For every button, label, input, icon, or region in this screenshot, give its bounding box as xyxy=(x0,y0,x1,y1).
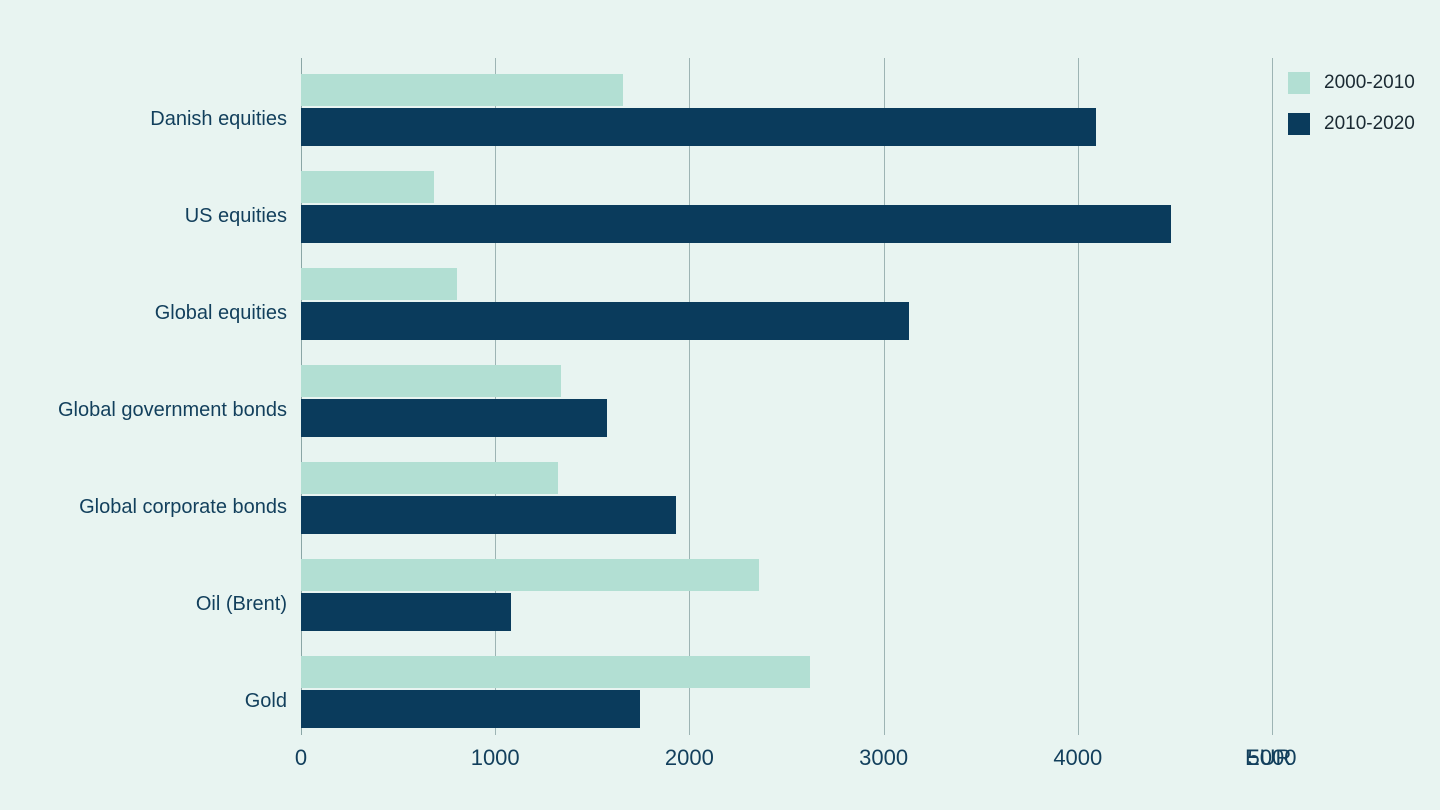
gridline-3000 xyxy=(883,58,885,735)
y-axis-tick-label: Global corporate bonds xyxy=(79,496,287,518)
bar xyxy=(301,593,511,631)
bar xyxy=(301,656,810,688)
legend-item[interactable]: 2010-2020 xyxy=(1288,103,1415,144)
bar xyxy=(301,462,559,494)
x-axis-tick-label: 2000 xyxy=(664,745,714,770)
bar-group xyxy=(301,252,1272,349)
y-axis-tick-label: Oil (Brent) xyxy=(195,593,287,615)
bar-group xyxy=(301,58,1272,155)
bar-group xyxy=(301,446,1272,543)
y-axis-tick-label: Danish equities xyxy=(150,108,287,130)
bar xyxy=(301,496,676,534)
bar xyxy=(301,268,458,300)
bar xyxy=(301,302,909,340)
x-axis-tick-label: 5000 xyxy=(1247,745,1297,770)
x-axis-tick-label: 1000 xyxy=(470,745,520,770)
plot-area xyxy=(301,58,1273,737)
x-axis-tick-label: 0 xyxy=(294,745,308,770)
bar xyxy=(301,108,1097,146)
legend-label: 2000-2010 xyxy=(1324,71,1415,93)
bar xyxy=(301,365,562,397)
bar xyxy=(301,171,435,203)
bar xyxy=(301,690,640,728)
bar-group xyxy=(301,155,1272,252)
bar xyxy=(301,205,1172,243)
legend-label: 2010-2020 xyxy=(1324,112,1415,134)
bar-group xyxy=(301,349,1272,446)
gridline-5000 xyxy=(1272,58,1273,735)
legend-swatch-icon xyxy=(1288,71,1310,94)
legend-swatch-icon xyxy=(1288,112,1310,135)
x-axis-tick-label: 3000 xyxy=(859,745,909,770)
bar-group xyxy=(301,640,1272,737)
gridline-4000 xyxy=(1077,58,1079,735)
chart-legend: 2000-2010 2010-2020 xyxy=(1288,62,1415,144)
bar xyxy=(301,74,624,106)
x-axis-tick-label: 4000 xyxy=(1053,745,1103,770)
bar xyxy=(301,559,760,591)
x-axis-unit-label: EUR xyxy=(1245,745,1292,770)
y-axis-tick-label: Global equities xyxy=(154,302,287,324)
y-axis-tick-label: Gold xyxy=(244,690,287,712)
gridline-2000 xyxy=(689,58,691,735)
y-axis-tick-label: Global government bonds xyxy=(57,399,287,421)
y-axis-tick-label: US equities xyxy=(184,205,287,227)
bar-group xyxy=(301,543,1272,640)
bar xyxy=(301,399,607,437)
legend-item[interactable]: 2000-2010 xyxy=(1288,62,1415,103)
